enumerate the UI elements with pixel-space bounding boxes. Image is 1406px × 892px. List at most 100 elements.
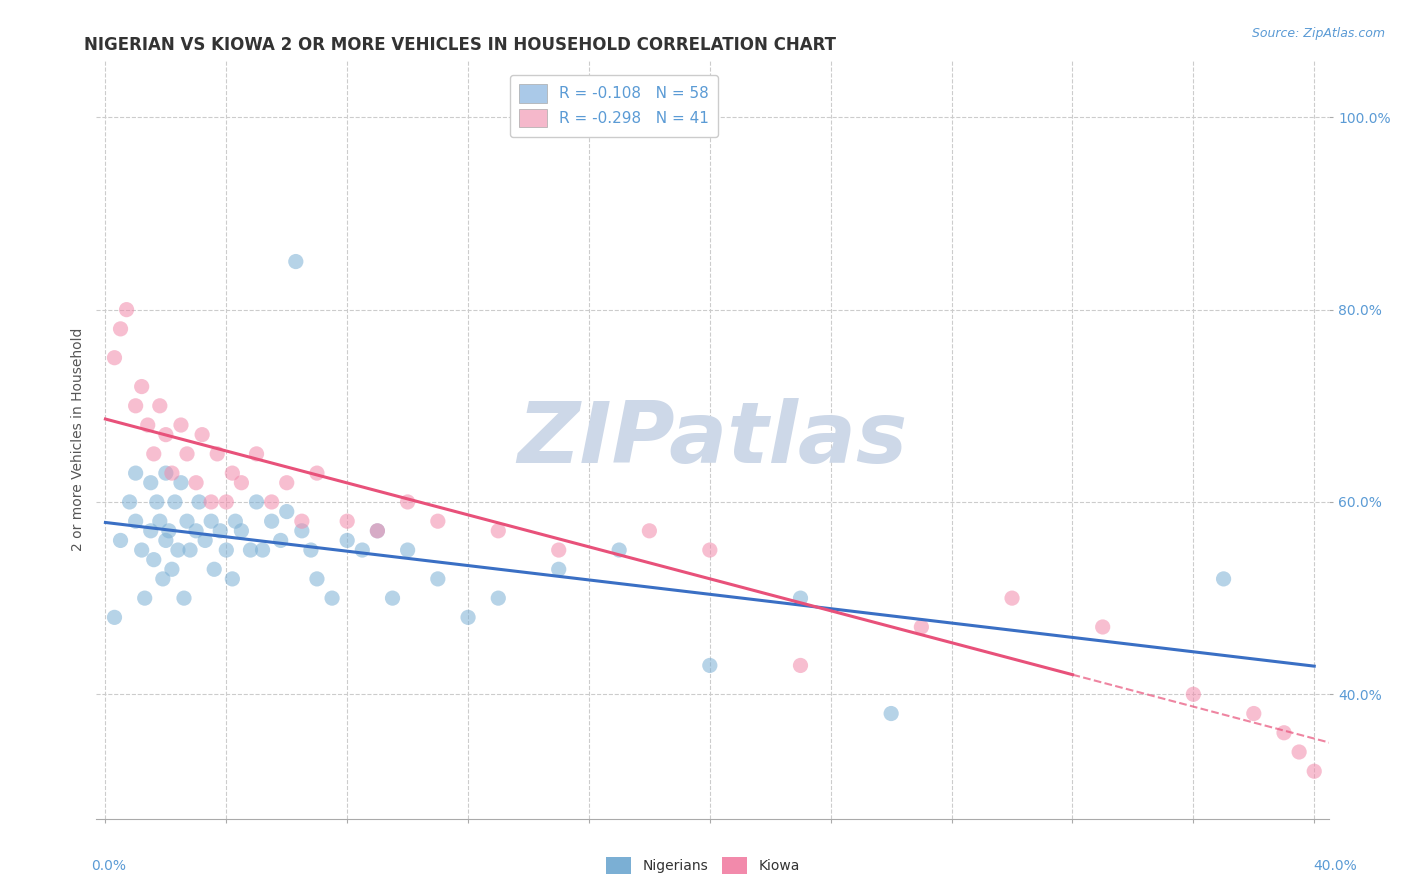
Point (139, 475, 162, 490)
Point (176, 447, 198, 461)
Point (245, 495, 267, 509)
Point (131, 543, 153, 558)
Point (167, 543, 190, 558)
Text: Source: ZipAtlas.com: Source: ZipAtlas.com (1251, 27, 1385, 40)
Point (880, 706, 903, 721)
Point (142, 552, 165, 566)
Point (231, 524, 253, 538)
Point (115, 302, 138, 317)
Point (260, 514, 283, 528)
Point (231, 475, 253, 490)
Y-axis label: 2 or more Vehicles in Household: 2 or more Vehicles in Household (72, 327, 86, 551)
Point (160, 466, 183, 480)
Text: ZIPatlas: ZIPatlas (517, 398, 908, 481)
Point (305, 572, 328, 586)
Point (607, 543, 630, 558)
Point (157, 524, 180, 538)
Point (396, 543, 419, 558)
Point (426, 572, 449, 586)
Point (173, 591, 195, 606)
Point (366, 524, 388, 538)
Point (276, 475, 298, 490)
Point (160, 562, 183, 576)
Point (188, 495, 211, 509)
Point (221, 572, 243, 586)
Point (131, 379, 153, 393)
Point (1182, 687, 1205, 701)
Point (336, 514, 359, 528)
Point (149, 514, 172, 528)
Point (176, 514, 198, 528)
Point (1272, 725, 1295, 739)
Point (486, 591, 509, 606)
Point (124, 514, 146, 528)
Point (103, 610, 125, 624)
Point (224, 514, 246, 528)
Point (789, 591, 811, 606)
Point (910, 620, 932, 634)
Point (124, 466, 146, 480)
Point (284, 254, 307, 268)
Point (291, 514, 314, 528)
Point (155, 427, 177, 442)
Point (352, 543, 374, 558)
Point (270, 533, 292, 548)
Point (170, 475, 193, 490)
Point (638, 524, 661, 538)
Point (142, 447, 165, 461)
Point (486, 524, 509, 538)
Point (1001, 591, 1024, 606)
Point (209, 524, 232, 538)
Point (260, 495, 283, 509)
Point (124, 399, 146, 413)
Text: 40.0%: 40.0% (1313, 859, 1357, 872)
Point (239, 543, 262, 558)
Point (789, 658, 811, 673)
Point (215, 543, 238, 558)
Point (215, 495, 238, 509)
Point (299, 543, 322, 558)
Point (110, 533, 132, 548)
Point (103, 351, 125, 365)
Point (155, 533, 177, 548)
Text: 0.0%: 0.0% (91, 859, 127, 872)
Point (194, 533, 217, 548)
Point (202, 562, 225, 576)
Point (396, 495, 419, 509)
Point (336, 533, 359, 548)
Point (305, 466, 328, 480)
Point (139, 524, 162, 538)
Point (1212, 572, 1234, 586)
Point (110, 322, 132, 336)
Point (1243, 706, 1265, 721)
Point (321, 591, 343, 606)
Point (245, 447, 267, 461)
Point (134, 591, 156, 606)
Point (191, 427, 214, 442)
Point (118, 495, 141, 509)
Point (170, 417, 193, 432)
Point (149, 399, 172, 413)
Legend: Nigerians, Kiowa: Nigerians, Kiowa (600, 851, 806, 880)
Point (699, 658, 721, 673)
Point (547, 562, 569, 576)
Point (221, 466, 243, 480)
Point (146, 495, 169, 509)
Point (291, 524, 314, 538)
Point (1288, 745, 1310, 759)
Point (155, 466, 177, 480)
Point (207, 447, 229, 461)
Point (426, 514, 449, 528)
Text: NIGERIAN VS KIOWA 2 OR MORE VEHICLES IN HOUSEHOLD CORRELATION CHART: NIGERIAN VS KIOWA 2 OR MORE VEHICLES IN … (84, 36, 837, 54)
Point (184, 524, 207, 538)
Point (179, 543, 201, 558)
Point (136, 417, 159, 432)
Point (163, 495, 186, 509)
Point (276, 505, 298, 519)
Point (200, 495, 222, 509)
Legend: R = -0.108   N = 58, R = -0.298   N = 41: R = -0.108 N = 58, R = -0.298 N = 41 (510, 75, 718, 136)
Point (184, 475, 207, 490)
Point (366, 524, 388, 538)
Point (152, 572, 174, 586)
Point (200, 514, 222, 528)
